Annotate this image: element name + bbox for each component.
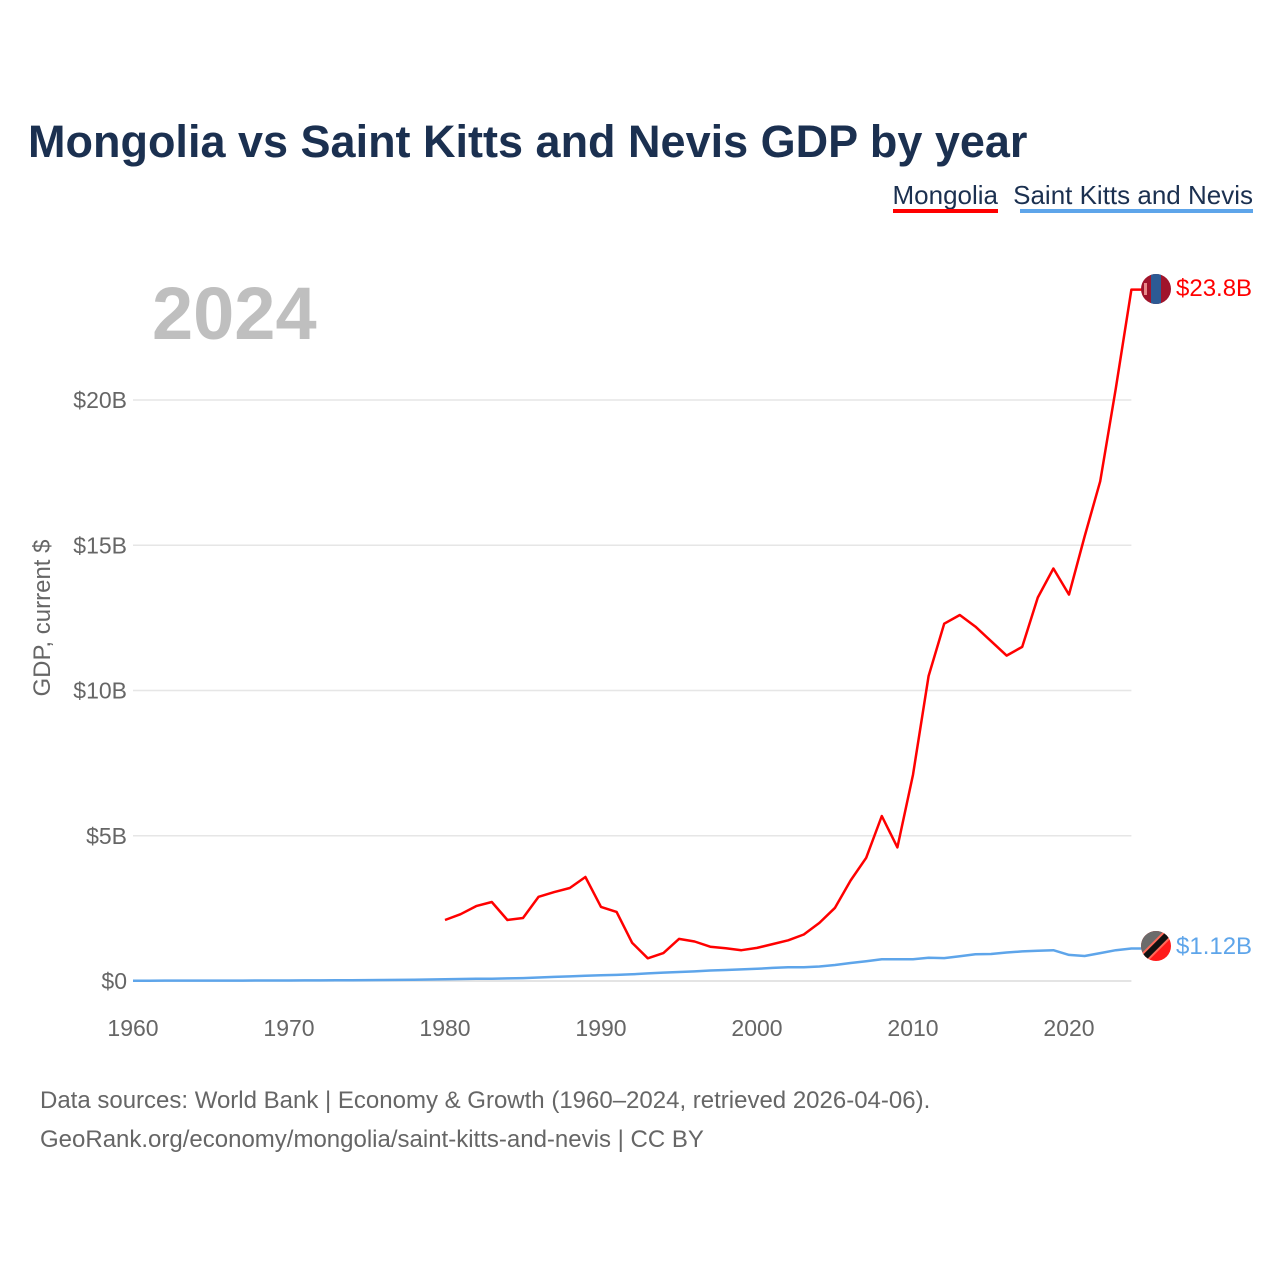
legend-item-saint-kitts-and-nevis[interactable]: Saint Kitts and Nevis bbox=[1013, 180, 1253, 210]
mongolia-flag-icon bbox=[1141, 274, 1171, 304]
footer-link[interactable]: GeoRank.org/economy/mongolia/saint-kitts… bbox=[40, 1126, 704, 1153]
y-tick-label: $20B bbox=[73, 387, 127, 413]
legend: Mongolia Saint Kitts and Nevis bbox=[892, 180, 1253, 213]
saint-kitts-and-nevis-flag-icon bbox=[1141, 931, 1171, 961]
footer-sources: Data sources: World Bank | Economy & Gro… bbox=[40, 1087, 930, 1114]
series-lines bbox=[133, 288, 1142, 982]
mongolia-end-value: $23.8B bbox=[1176, 275, 1252, 302]
y-tick-label: $10B bbox=[73, 678, 127, 704]
x-axis-ticks: 1960 1970 1980 1990 2000 2010 2020 bbox=[107, 1015, 1094, 1041]
y-tick-label: $5B bbox=[86, 823, 127, 849]
y-axis-ticks: $0 $5B $10B $15B $20B bbox=[73, 387, 127, 994]
x-tick-label: 1970 bbox=[263, 1015, 314, 1041]
series-line-saint-kitts-and-nevis bbox=[133, 947, 1142, 982]
legend-swatch-saint-kitts-and-nevis bbox=[1020, 209, 1253, 213]
x-tick-label: 2000 bbox=[731, 1015, 782, 1041]
y-tick-label: $0 bbox=[101, 968, 127, 994]
x-tick-label: 2010 bbox=[887, 1015, 938, 1041]
gridlines bbox=[133, 399, 1132, 982]
y-axis-label: GDP, current $ bbox=[29, 540, 56, 697]
legend-swatch-mongolia bbox=[893, 209, 998, 213]
x-tick-label: 1960 bbox=[107, 1015, 158, 1041]
series-line-mongolia bbox=[444, 288, 1142, 960]
x-tick-label: 1990 bbox=[575, 1015, 626, 1041]
x-tick-label: 2020 bbox=[1043, 1015, 1094, 1041]
y-tick-label: $15B bbox=[73, 532, 127, 558]
legend-item-mongolia[interactable]: Mongolia bbox=[892, 180, 998, 210]
saint-kitts-and-nevis-end-value: $1.12B bbox=[1176, 933, 1252, 960]
chart-title: Mongolia vs Saint Kitts and Nevis GDP by… bbox=[28, 116, 1027, 167]
x-tick-label: 1980 bbox=[419, 1015, 470, 1041]
current-year-label: 2024 bbox=[152, 272, 317, 355]
